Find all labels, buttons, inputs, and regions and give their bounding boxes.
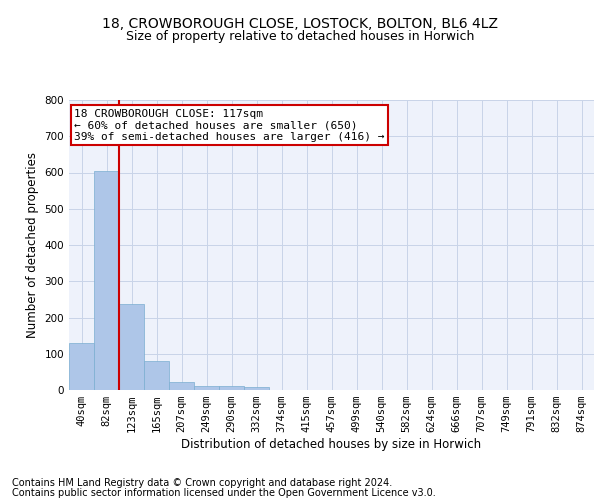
Bar (94, 170, 119, 390)
Bar (69, 343, 94, 390)
Bar (194, 386, 219, 390)
Bar (219, 386, 244, 390)
Y-axis label: Number of detached properties: Number of detached properties (26, 152, 39, 338)
Text: 18 CROWBOROUGH CLOSE: 117sqm
← 60% of detached houses are smaller (650)
39% of s: 18 CROWBOROUGH CLOSE: 117sqm ← 60% of de… (74, 108, 385, 142)
Text: Size of property relative to detached houses in Horwich: Size of property relative to detached ho… (126, 30, 474, 43)
Bar (144, 361, 169, 390)
Text: Contains public sector information licensed under the Open Government Licence v3: Contains public sector information licen… (12, 488, 436, 498)
Bar (244, 388, 269, 390)
Bar (119, 304, 144, 390)
Text: Contains HM Land Registry data © Crown copyright and database right 2024.: Contains HM Land Registry data © Crown c… (12, 478, 392, 488)
Text: 18, CROWBOROUGH CLOSE, LOSTOCK, BOLTON, BL6 4LZ: 18, CROWBOROUGH CLOSE, LOSTOCK, BOLTON, … (102, 18, 498, 32)
Bar (169, 382, 194, 390)
X-axis label: Distribution of detached houses by size in Horwich: Distribution of detached houses by size … (181, 438, 482, 451)
